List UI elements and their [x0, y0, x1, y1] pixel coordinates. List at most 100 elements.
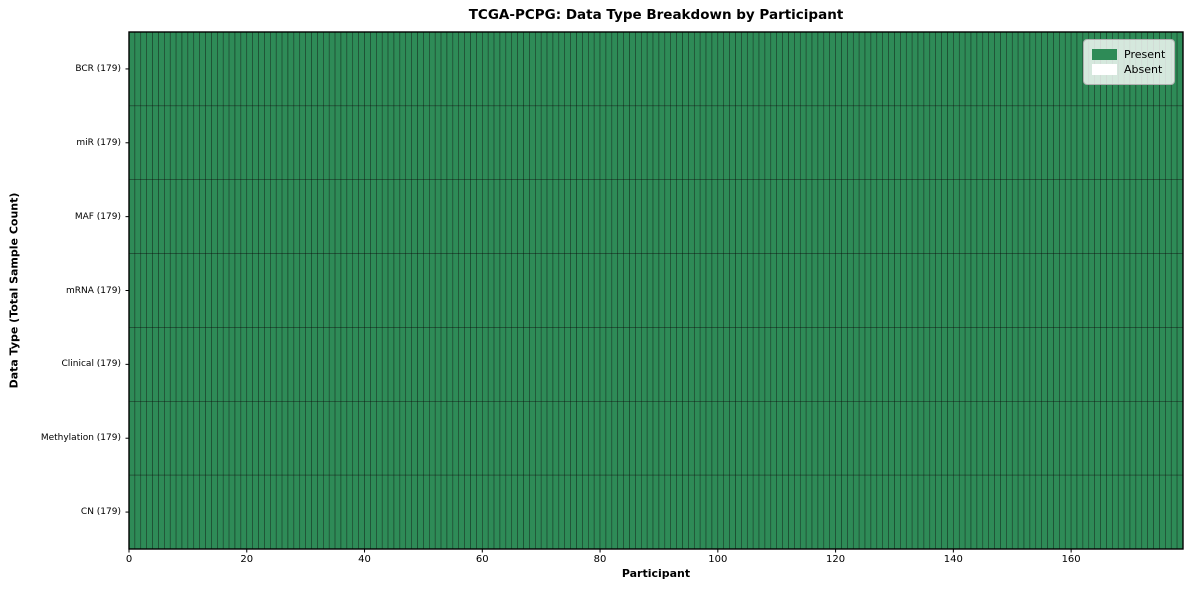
heatmap-cell	[1082, 179, 1090, 254]
heatmap-cell	[670, 327, 677, 402]
heatmap-cell	[134, 105, 142, 180]
heatmap-cell	[140, 253, 147, 328]
heatmap-cell	[323, 179, 330, 254]
heatmap-cell	[405, 253, 412, 328]
heatmap-cell	[1135, 474, 1143, 550]
heatmap-cell	[187, 31, 195, 107]
heatmap-cell	[711, 474, 719, 550]
heatmap-cell	[1023, 105, 1031, 180]
heatmap-cell	[958, 253, 966, 328]
heatmap-cell	[994, 401, 1001, 476]
heatmap-cell	[870, 327, 878, 402]
heatmap-cell	[175, 31, 183, 107]
heatmap-cell	[858, 105, 866, 180]
heatmap-cell	[994, 474, 1001, 550]
heatmap-cell	[611, 327, 619, 402]
heatmap-cell	[1165, 253, 1172, 328]
heatmap-cell	[593, 474, 601, 550]
heatmap-cell	[523, 327, 530, 402]
heatmap-cell	[888, 474, 895, 550]
heatmap-cell	[187, 474, 195, 550]
heatmap-cell	[676, 31, 683, 107]
heatmap-cell	[794, 105, 801, 180]
heatmap-cell	[387, 31, 395, 107]
heatmap-cell	[1047, 474, 1054, 550]
heatmap-cell	[1170, 327, 1178, 402]
heatmap-cell	[352, 474, 359, 550]
heatmap-cell	[1106, 474, 1113, 550]
heatmap-cell	[758, 179, 766, 254]
heatmap-cell	[205, 327, 212, 402]
heatmap-cell	[317, 401, 324, 476]
heatmap-cell	[1076, 31, 1084, 107]
heatmap-cell	[582, 474, 589, 550]
heatmap-cell	[776, 31, 783, 107]
heatmap-cell	[905, 474, 913, 550]
heatmap-cell	[1064, 327, 1072, 402]
heatmap-cell	[552, 474, 560, 550]
heatmap-cell	[1100, 253, 1107, 328]
heatmap-cell	[929, 327, 936, 402]
heatmap-cell	[1088, 401, 1095, 476]
heatmap-cell	[482, 401, 489, 476]
heatmap-cell	[611, 179, 619, 254]
heatmap-cell	[652, 105, 660, 180]
heatmap-cell	[558, 179, 566, 254]
heatmap-cell	[535, 401, 542, 476]
heatmap-cell	[175, 401, 183, 476]
heatmap-cell	[458, 179, 465, 254]
heatmap-cell	[1135, 401, 1143, 476]
heatmap-cell	[664, 401, 671, 476]
heatmap-cell	[664, 179, 671, 254]
heatmap-cell	[1064, 253, 1072, 328]
heatmap-cell	[158, 401, 165, 476]
heatmap-cell	[758, 474, 766, 550]
heatmap-cell	[1041, 327, 1048, 402]
heatmap-cell	[499, 105, 507, 180]
heatmap-cell	[181, 179, 189, 254]
heatmap-cell	[429, 31, 436, 107]
heatmap-cell	[1064, 401, 1072, 476]
heatmap-cell	[1153, 474, 1160, 550]
heatmap-cell	[894, 179, 901, 254]
heatmap-cell	[140, 401, 147, 476]
heatmap-cell	[158, 31, 165, 107]
heatmap-cell	[1064, 179, 1072, 254]
heatmap-cell	[1029, 253, 1037, 328]
heatmap-cell	[941, 327, 948, 402]
heatmap-cell	[741, 327, 748, 402]
heatmap-cell	[688, 179, 695, 254]
heatmap-cell	[752, 327, 760, 402]
heatmap-cell	[1047, 253, 1054, 328]
heatmap-cell	[982, 474, 989, 550]
heatmap-cell	[923, 401, 931, 476]
heatmap-cell	[417, 105, 424, 180]
heatmap-cell	[823, 179, 830, 254]
heatmap-cell	[399, 253, 407, 328]
heatmap-cell	[1011, 105, 1019, 180]
heatmap-cell	[776, 474, 783, 550]
heatmap-cell	[1035, 474, 1042, 550]
y-tick-label: mRNA (179)	[66, 285, 121, 296]
heatmap-cell	[1176, 31, 1184, 107]
heatmap-cell	[305, 179, 312, 254]
x-tick-label: 160	[1061, 554, 1081, 565]
heatmap-cell	[641, 105, 648, 180]
heatmap-cell	[923, 327, 931, 402]
heatmap-cell	[328, 474, 336, 550]
heatmap-cell	[611, 474, 619, 550]
heatmap-cell	[1070, 105, 1078, 180]
heatmap-cell	[1035, 105, 1042, 180]
heatmap-cell	[605, 327, 613, 402]
heatmap-cell	[334, 105, 342, 180]
heatmap-cell	[287, 401, 295, 476]
heatmap-cell	[240, 179, 248, 254]
heatmap-cell	[1147, 474, 1154, 550]
heatmap-cell	[346, 327, 354, 402]
heatmap-cell	[888, 105, 895, 180]
heatmap-cell	[635, 105, 642, 180]
heatmap-cell	[682, 31, 689, 107]
heatmap-cell	[187, 253, 195, 328]
heatmap-cell	[1094, 401, 1101, 476]
heatmap-cell	[847, 253, 854, 328]
